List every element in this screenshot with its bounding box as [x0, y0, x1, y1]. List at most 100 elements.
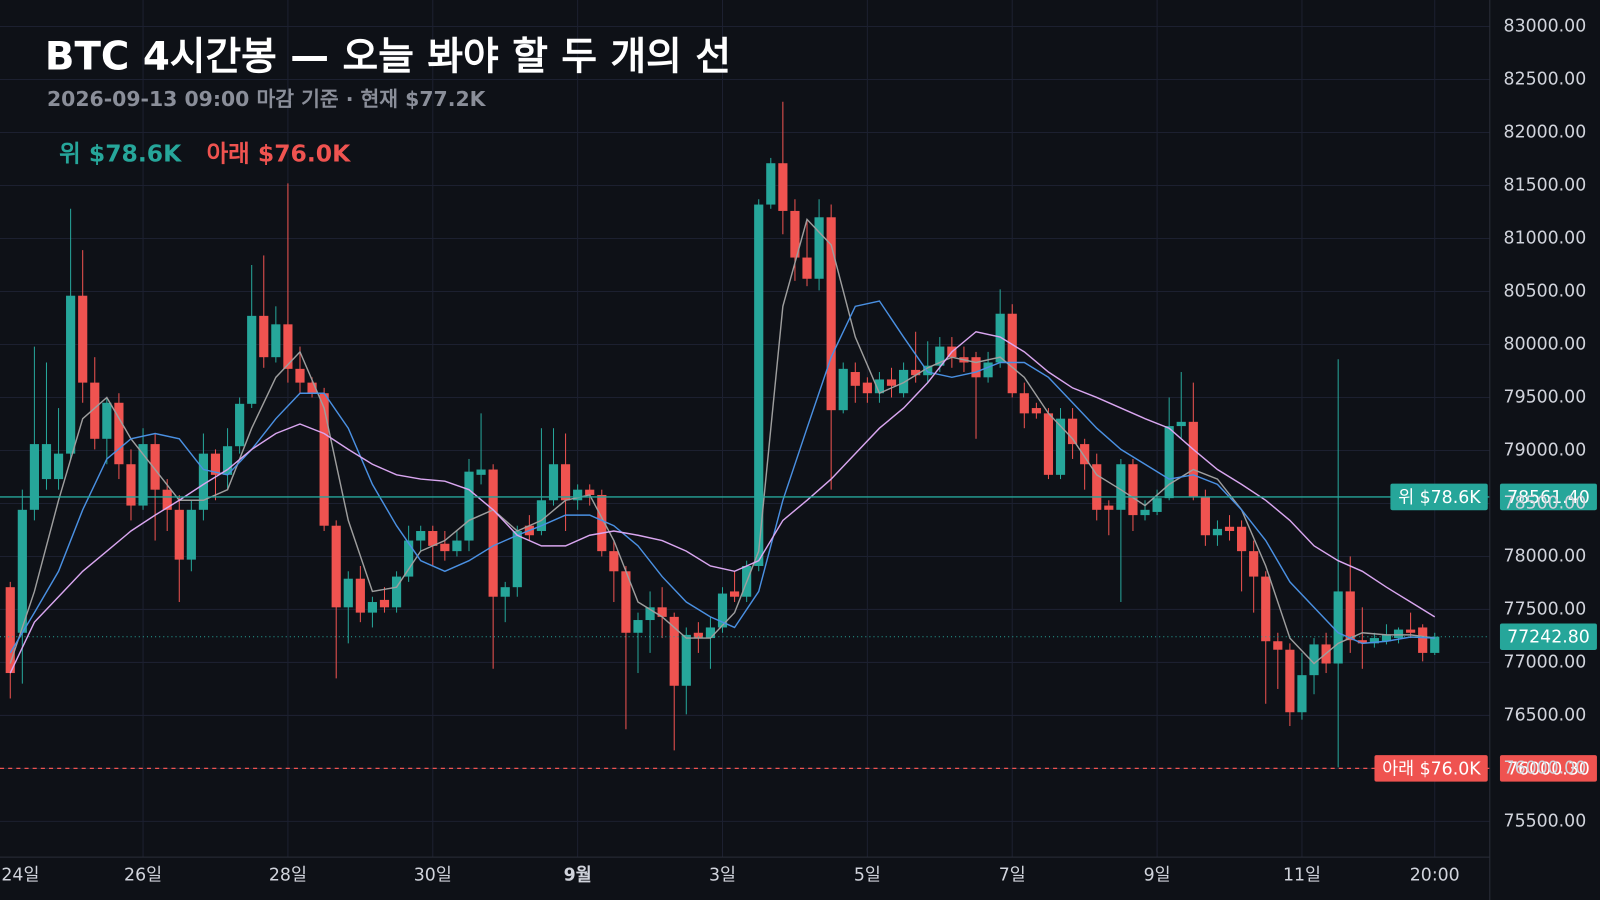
candle-body: [464, 471, 474, 541]
candle-body: [53, 453, 64, 480]
y-tick-label: 79500.00: [1504, 387, 1587, 407]
candle-body: [862, 382, 872, 394]
level-label: 아래 $76.0K: [1382, 759, 1481, 779]
candle-body: [645, 607, 655, 621]
candle-body: [1164, 426, 1174, 499]
candle-body: [826, 217, 836, 411]
candle-body: [1055, 418, 1066, 475]
y-tick-label: 80500.00: [1504, 281, 1587, 301]
candle-body: [633, 620, 643, 633]
candle-body: [90, 382, 100, 439]
ma-line: [9, 217, 1435, 665]
overlay: 위 $78.6K 78561.40 아래 $76.0K 76000.30 77242.8…: [0, 483, 1597, 782]
candle-body: [404, 540, 414, 577]
candle-body: [1381, 634, 1392, 642]
x-tick-label: 20:00: [1410, 866, 1460, 886]
y-tick-label: 82500.00: [1504, 69, 1587, 89]
candle-body: [319, 393, 329, 526]
candle-body: [802, 257, 812, 279]
candle-body: [102, 402, 112, 439]
chart-title: BTC 4시간봉 — 오늘 봐야 할 두 개의 선: [45, 35, 731, 80]
candle-body: [1152, 498, 1162, 512]
candle-body: [778, 163, 788, 211]
candle-body: [150, 444, 160, 490]
candle-body: [609, 551, 619, 572]
candle-body: [1200, 497, 1210, 536]
candle-body: [452, 540, 462, 552]
candle-body: [681, 634, 691, 686]
candle-body: [307, 382, 317, 394]
x-tick-label: 30일: [414, 866, 452, 886]
candle-body: [717, 593, 728, 628]
candle-body: [1418, 627, 1428, 653]
candle-body: [548, 464, 559, 501]
candle-body: [560, 464, 571, 501]
candle-body: [995, 313, 1005, 363]
x-tick-label: 24일: [1, 866, 39, 886]
candle-body: [78, 295, 88, 383]
candle-body: [536, 500, 547, 532]
candle-body: [705, 627, 716, 639]
y-tick-label: 82000.00: [1504, 122, 1587, 142]
candle-body: [162, 489, 172, 510]
x-tick-label: 7일: [999, 866, 1026, 886]
candle-body: [669, 616, 679, 686]
candle-body: [1224, 526, 1235, 532]
candle-body: [766, 163, 776, 205]
candle-body: [138, 444, 148, 506]
level-label: 위 $78.6K: [1398, 488, 1481, 508]
x-tick-label: 9월: [564, 866, 592, 886]
candle-body: [210, 453, 221, 475]
candle-body: [29, 444, 39, 510]
y-tick-label: 83000.00: [1504, 16, 1587, 36]
candle-body: [886, 379, 897, 386]
level-price-label-box: [1499, 483, 1597, 511]
candle-body: [355, 578, 365, 613]
candle-body: [488, 469, 498, 597]
candle-body: [1116, 464, 1126, 510]
y-tick-label: 76500.00: [1504, 705, 1587, 725]
candle-body: [222, 446, 233, 475]
level-label-box: [1390, 483, 1488, 511]
y-tick-label: 78500.00: [1504, 493, 1587, 513]
candle-body: [66, 295, 76, 454]
candle-body: [416, 531, 426, 541]
candle-body: [428, 531, 438, 546]
candle-body: [971, 357, 981, 378]
candle-body: [1031, 408, 1041, 414]
candle-body: [923, 365, 933, 376]
legend-entry: 아래 $76.0K: [207, 140, 352, 168]
candle-body: [1297, 675, 1307, 713]
y-tick-label: 76000.00: [1504, 758, 1587, 778]
candle-body: [1128, 464, 1138, 516]
candle-body: [1406, 629, 1416, 633]
candle-body: [657, 607, 667, 617]
candle-body: [271, 324, 281, 358]
candle-body: [754, 204, 764, 566]
y-tick-label: 77000.00: [1504, 652, 1587, 672]
candle-body: [331, 525, 341, 608]
candle-body: [898, 369, 909, 394]
candle-body: [1237, 526, 1247, 552]
x-tick-label: 28일: [269, 866, 307, 886]
candle-body: [874, 379, 885, 394]
candle-body: [1140, 509, 1150, 516]
candle-body: [5, 587, 15, 674]
last-price-label-box: [1499, 623, 1597, 650]
candle-body: [343, 578, 353, 608]
candle-body: [1430, 636, 1440, 653]
candle-body: [440, 543, 450, 552]
y-tick-label: 81500.00: [1504, 175, 1587, 195]
y-tick-label: 81000.00: [1504, 228, 1587, 248]
candle-body: [983, 362, 993, 378]
candle-body: [391, 576, 402, 608]
candle-body: [1309, 644, 1319, 676]
x-tick-label: 9일: [1144, 866, 1171, 886]
candle-body: [367, 602, 378, 613]
candle-body: [1007, 313, 1017, 394]
candle-body: [1261, 576, 1271, 642]
candle-body: [259, 315, 269, 358]
y-tick-label: 75500.00: [1504, 811, 1587, 831]
candle-body: [1104, 505, 1114, 510]
